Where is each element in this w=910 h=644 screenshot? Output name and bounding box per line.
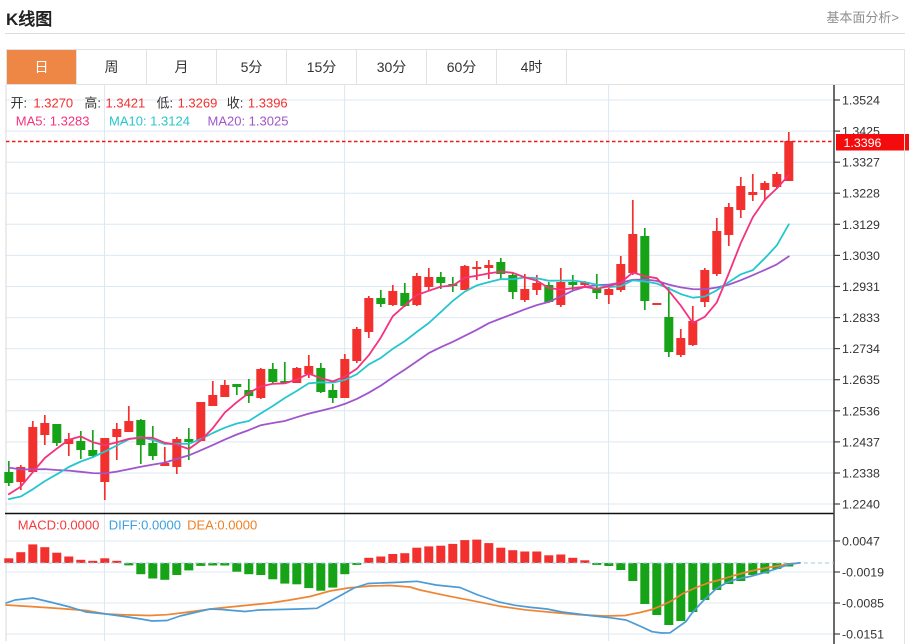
svg-text:1.2635: 1.2635 bbox=[842, 373, 880, 387]
svg-text:1.3396: 1.3396 bbox=[248, 96, 288, 111]
svg-text:MA5: 1.3283: MA5: 1.3283 bbox=[16, 114, 90, 129]
svg-text:1.3270: 1.3270 bbox=[33, 96, 73, 111]
svg-text:-0.0019: -0.0019 bbox=[842, 566, 884, 580]
svg-text:MA10: 1.3124: MA10: 1.3124 bbox=[109, 114, 190, 129]
svg-text:DEA:0.0000: DEA:0.0000 bbox=[187, 518, 257, 533]
svg-text:1.2931: 1.2931 bbox=[842, 280, 880, 294]
svg-text:1.3396: 1.3396 bbox=[844, 136, 882, 150]
svg-text:1.3228: 1.3228 bbox=[842, 187, 880, 201]
svg-text:1.2240: 1.2240 bbox=[842, 498, 880, 512]
svg-text:1.3421: 1.3421 bbox=[106, 96, 146, 111]
svg-text:MA20: 1.3025: MA20: 1.3025 bbox=[208, 114, 289, 129]
svg-text:收:: 收: bbox=[227, 96, 244, 111]
svg-text:1.2833: 1.2833 bbox=[842, 311, 880, 325]
svg-text:-0.0151: -0.0151 bbox=[842, 628, 884, 642]
svg-text:1.3129: 1.3129 bbox=[842, 218, 880, 232]
svg-text:1.3269: 1.3269 bbox=[178, 96, 218, 111]
svg-text:1.3030: 1.3030 bbox=[842, 249, 880, 263]
svg-text:1.3524: 1.3524 bbox=[842, 94, 880, 108]
svg-text:1.2734: 1.2734 bbox=[842, 342, 880, 356]
svg-text:1.2536: 1.2536 bbox=[842, 404, 880, 418]
svg-text:DIFF:0.0000: DIFF:0.0000 bbox=[109, 518, 181, 533]
svg-text:-0.0085: -0.0085 bbox=[842, 597, 884, 611]
svg-text:1.2338: 1.2338 bbox=[842, 467, 880, 481]
svg-text:1.2437: 1.2437 bbox=[842, 435, 880, 449]
svg-text:0.0047: 0.0047 bbox=[842, 535, 880, 549]
svg-text:开:: 开: bbox=[11, 96, 28, 111]
svg-text:MACD:0.0000: MACD:0.0000 bbox=[18, 518, 100, 533]
svg-text:高:: 高: bbox=[84, 96, 101, 111]
svg-text:低:: 低: bbox=[157, 96, 174, 111]
svg-text:1.3327: 1.3327 bbox=[842, 156, 880, 170]
